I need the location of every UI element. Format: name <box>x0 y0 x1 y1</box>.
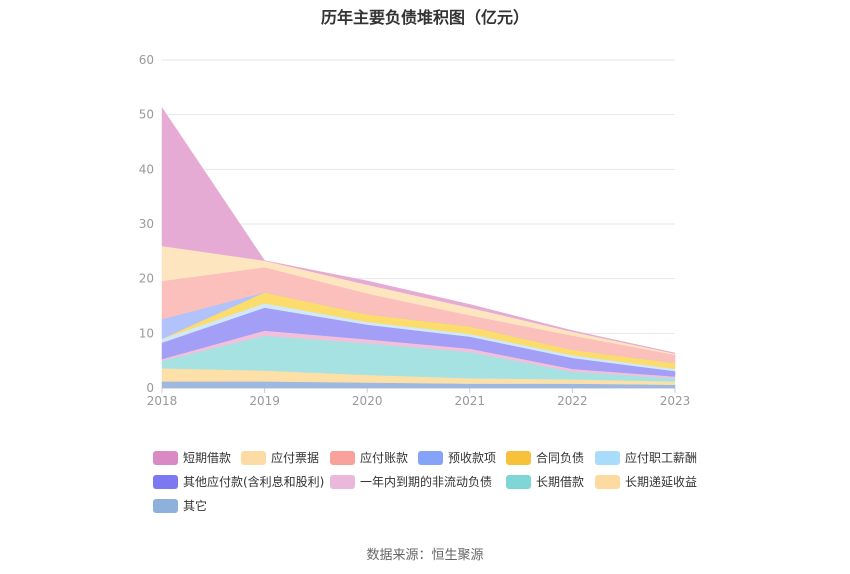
y-tick-label: 60 <box>139 53 154 67</box>
data-source: 数据来源：恒生聚源 <box>366 548 484 563</box>
legend-label: 应付账款 <box>360 451 409 465</box>
area-series <box>161 106 676 354</box>
y-tick-label: 10 <box>139 326 154 340</box>
x-tick-label: 2018 <box>147 394 178 408</box>
y-tick-label: 40 <box>139 162 154 176</box>
legend-label: 长期借款 <box>536 475 585 489</box>
legend-label: 其它 <box>183 499 208 513</box>
legend-label: 其他应付款(含利息和股利) <box>183 475 325 489</box>
y-tick-label: 50 <box>139 108 154 122</box>
legend-label: 长期递延收益 <box>625 475 698 489</box>
legend-label: 合同负债 <box>536 451 585 465</box>
legend-label: 短期借款 <box>183 451 232 465</box>
legend-swatch <box>153 499 178 513</box>
legend-label: 一年内到期的非流动负债 <box>360 475 493 489</box>
legend-swatch <box>241 451 266 465</box>
area-chart: 0 10 20 30 40 50 60 2018 2019 2020 2021 2022 2023 <box>139 53 691 408</box>
legend-swatch <box>506 475 531 489</box>
legend-swatch <box>418 451 443 465</box>
legend-swatch <box>330 451 355 465</box>
y-tick-label: 0 <box>146 381 154 395</box>
legend-label: 预收款项 <box>448 451 497 465</box>
legend-swatch <box>330 475 355 489</box>
x-tick-label: 2023 <box>660 394 691 408</box>
x-tick-label: 2022 <box>557 394 588 408</box>
y-tick-label: 20 <box>139 272 154 286</box>
legend-swatch <box>595 475 620 489</box>
x-tick-label: 2021 <box>455 394 486 408</box>
legend-label: 应付职工薪酬 <box>625 451 698 465</box>
legend-label: 应付票据 <box>271 451 320 465</box>
x-tick-label: 2020 <box>352 394 383 408</box>
legend-swatch <box>153 475 178 489</box>
legend-swatch <box>153 451 178 465</box>
legend-swatch <box>506 451 531 465</box>
x-tick-label: 2019 <box>249 394 280 408</box>
chart-title: 历年主要负债堆积图（亿元） <box>320 8 529 27</box>
y-tick-label: 30 <box>139 217 154 231</box>
legend-swatch <box>595 451 620 465</box>
